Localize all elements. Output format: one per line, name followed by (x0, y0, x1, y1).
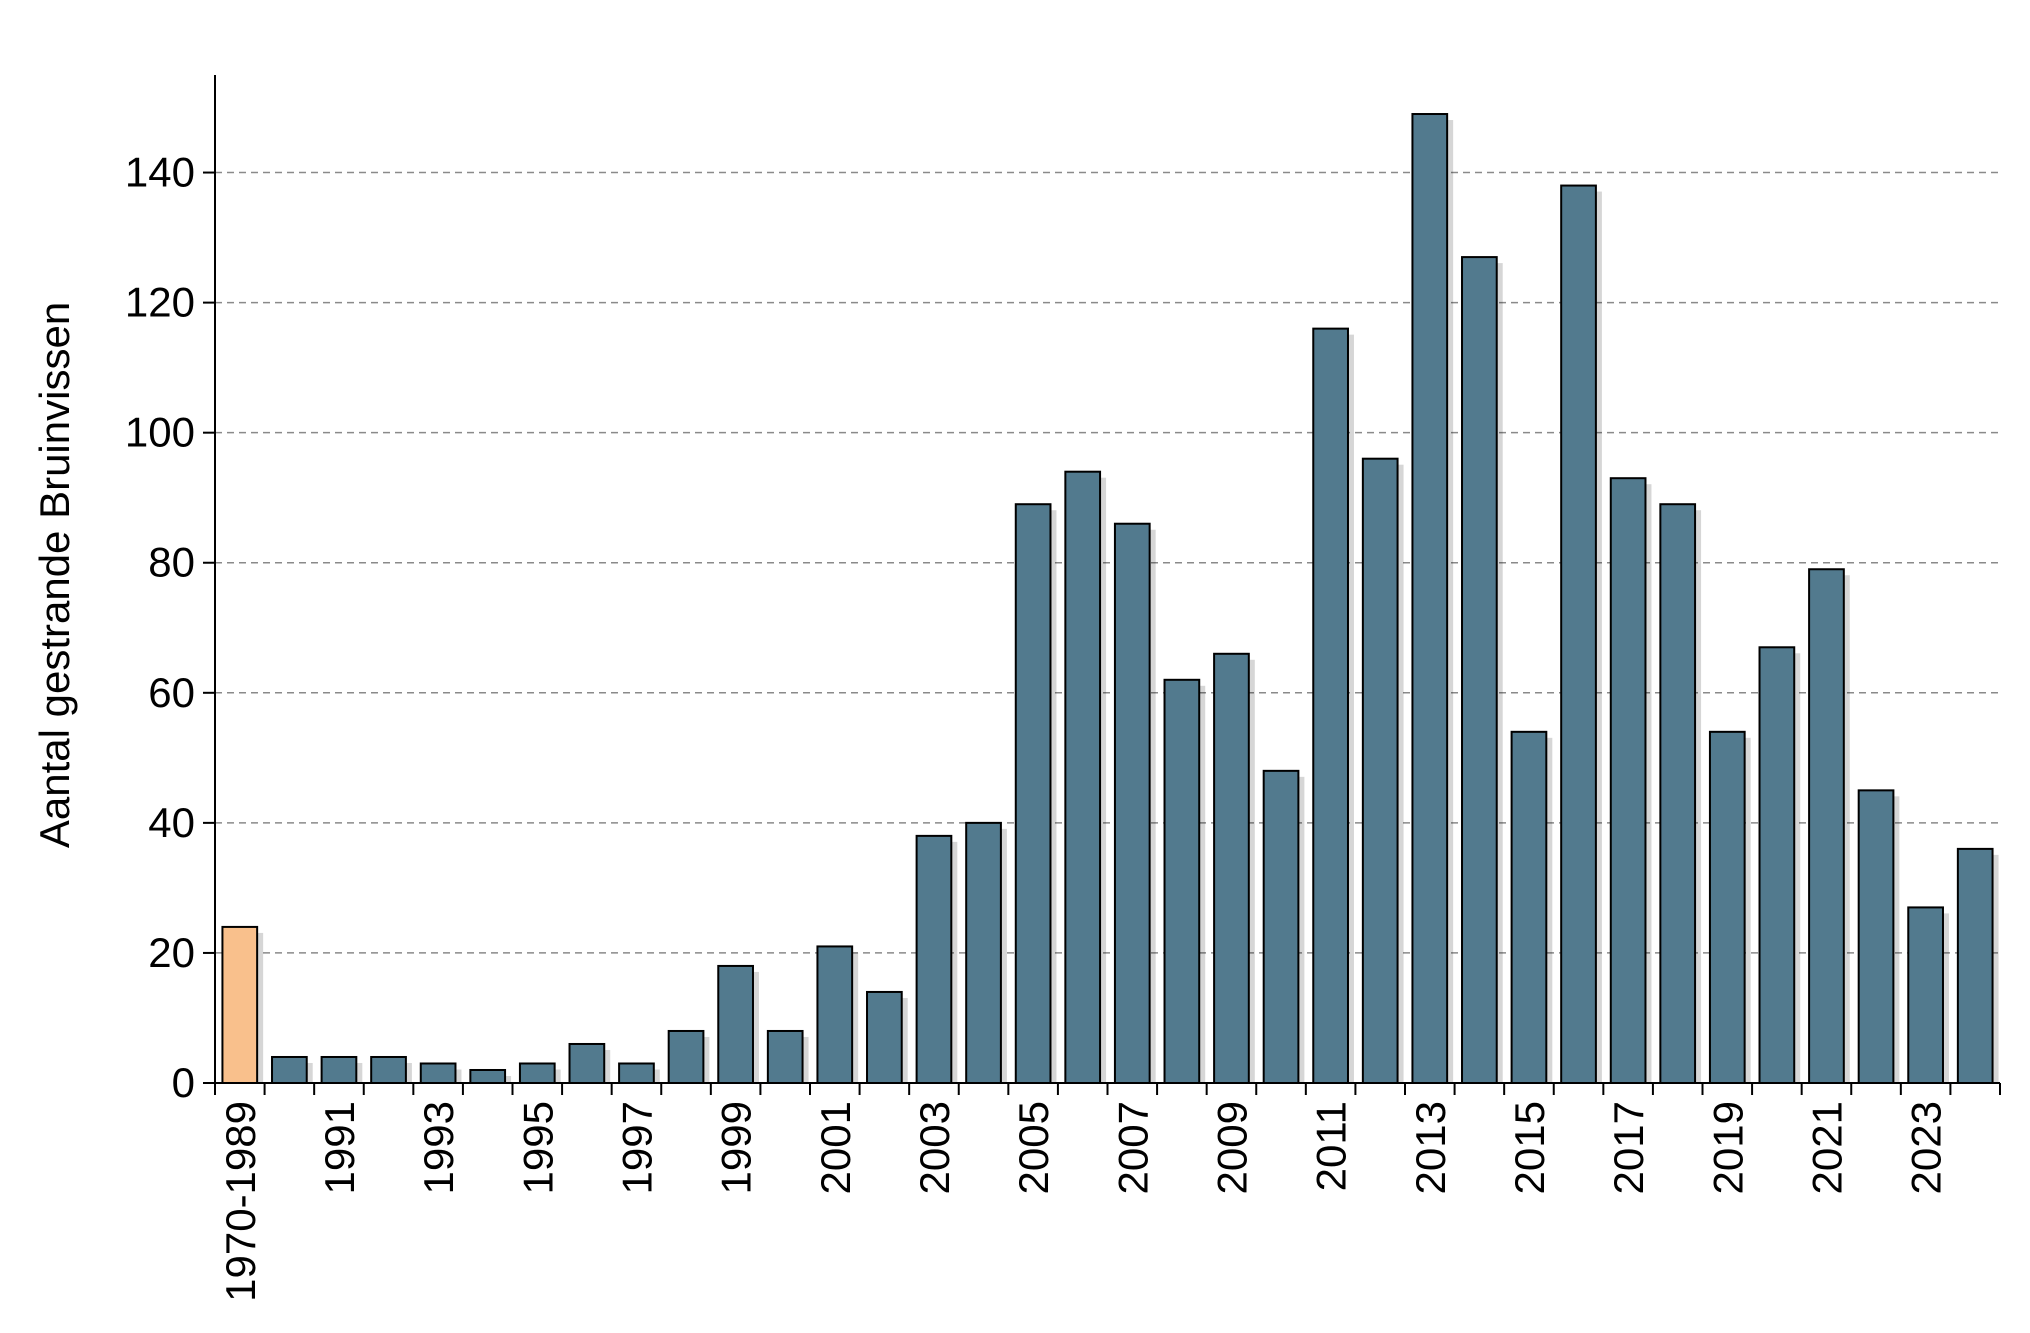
bar (1262, 769, 1300, 1084)
y-tick-label: 140 (125, 149, 195, 196)
y-tick-label: 40 (148, 799, 195, 846)
y-tick-labels: 0 20 40 60 80 100 120 140 (125, 149, 195, 1106)
bar (320, 1055, 358, 1084)
axes (203, 75, 2001, 1095)
x-tick-label: 1970-1989 (217, 1101, 264, 1302)
x-tick-label: 1997 (613, 1101, 660, 1194)
bar (965, 821, 1002, 1084)
x-tick-label: 2013 (1407, 1101, 1454, 1194)
x-tick-label: 2001 (812, 1101, 859, 1194)
bar (1708, 730, 1746, 1084)
bar (568, 1042, 606, 1084)
x-tick-label: 2015 (1506, 1101, 1553, 1194)
bar (469, 1068, 507, 1084)
x-tick-label: 2005 (1010, 1101, 1057, 1194)
x-tick-label: 1995 (514, 1101, 561, 1194)
bar (1411, 113, 1449, 1085)
bar (1956, 847, 1994, 1084)
bar (1609, 477, 1647, 1084)
bar (866, 990, 903, 1084)
y-tick-label: 100 (125, 409, 195, 456)
x-tick-label: 2009 (1208, 1101, 1255, 1194)
y-tick-label: 60 (148, 669, 195, 716)
bar (1659, 503, 1697, 1084)
bar (1560, 184, 1597, 1085)
y-tick-label: 20 (148, 929, 195, 976)
x-tick-label: 2007 (1109, 1101, 1156, 1194)
x-tick-label: 2019 (1704, 1101, 1751, 1194)
bar (1064, 470, 1102, 1084)
y-tick-label: 120 (125, 279, 195, 326)
bar (717, 964, 754, 1085)
bar (1163, 678, 1201, 1084)
bar (1510, 730, 1548, 1084)
x-tick-label: 2023 (1903, 1101, 1950, 1194)
bar (1361, 457, 1399, 1084)
bar (1907, 906, 1944, 1084)
bar (766, 1029, 804, 1085)
bar (915, 834, 953, 1085)
y-tick-label: 80 (148, 539, 195, 586)
bar (816, 945, 854, 1084)
x-tick-label: 2011 (1308, 1101, 1355, 1191)
bar (1857, 789, 1895, 1085)
bar (518, 1062, 556, 1085)
bar (1213, 652, 1250, 1084)
bar (1808, 568, 1845, 1084)
gridlines (215, 171, 2000, 954)
bar (1113, 522, 1151, 1084)
bar-highlight (221, 925, 259, 1085)
bar (419, 1062, 457, 1085)
y-tick-label: 0 (172, 1059, 195, 1106)
bars (221, 113, 1999, 1085)
bar (1461, 256, 1498, 1084)
x-tick-label: 2017 (1605, 1101, 1652, 1194)
bar (370, 1055, 407, 1084)
y-axis-label: Aantal gestrande Bruinvissen (31, 302, 78, 848)
bar (1312, 327, 1349, 1084)
x-tick-label: 1999 (713, 1101, 760, 1194)
x-tick-label: 2003 (911, 1101, 958, 1194)
bar (618, 1062, 655, 1085)
x-tick-label: 1991 (316, 1101, 363, 1194)
x-tick-labels: 1970-1989 1991 1993 1995 1997 1999 2001 2003 200… (217, 1101, 1950, 1302)
bar (271, 1055, 308, 1084)
bar (667, 1029, 705, 1085)
x-tick-label: 1993 (415, 1101, 462, 1194)
bar (1758, 646, 1796, 1084)
x-tick-label: 2021 (1803, 1101, 1850, 1194)
bar (1014, 503, 1052, 1084)
